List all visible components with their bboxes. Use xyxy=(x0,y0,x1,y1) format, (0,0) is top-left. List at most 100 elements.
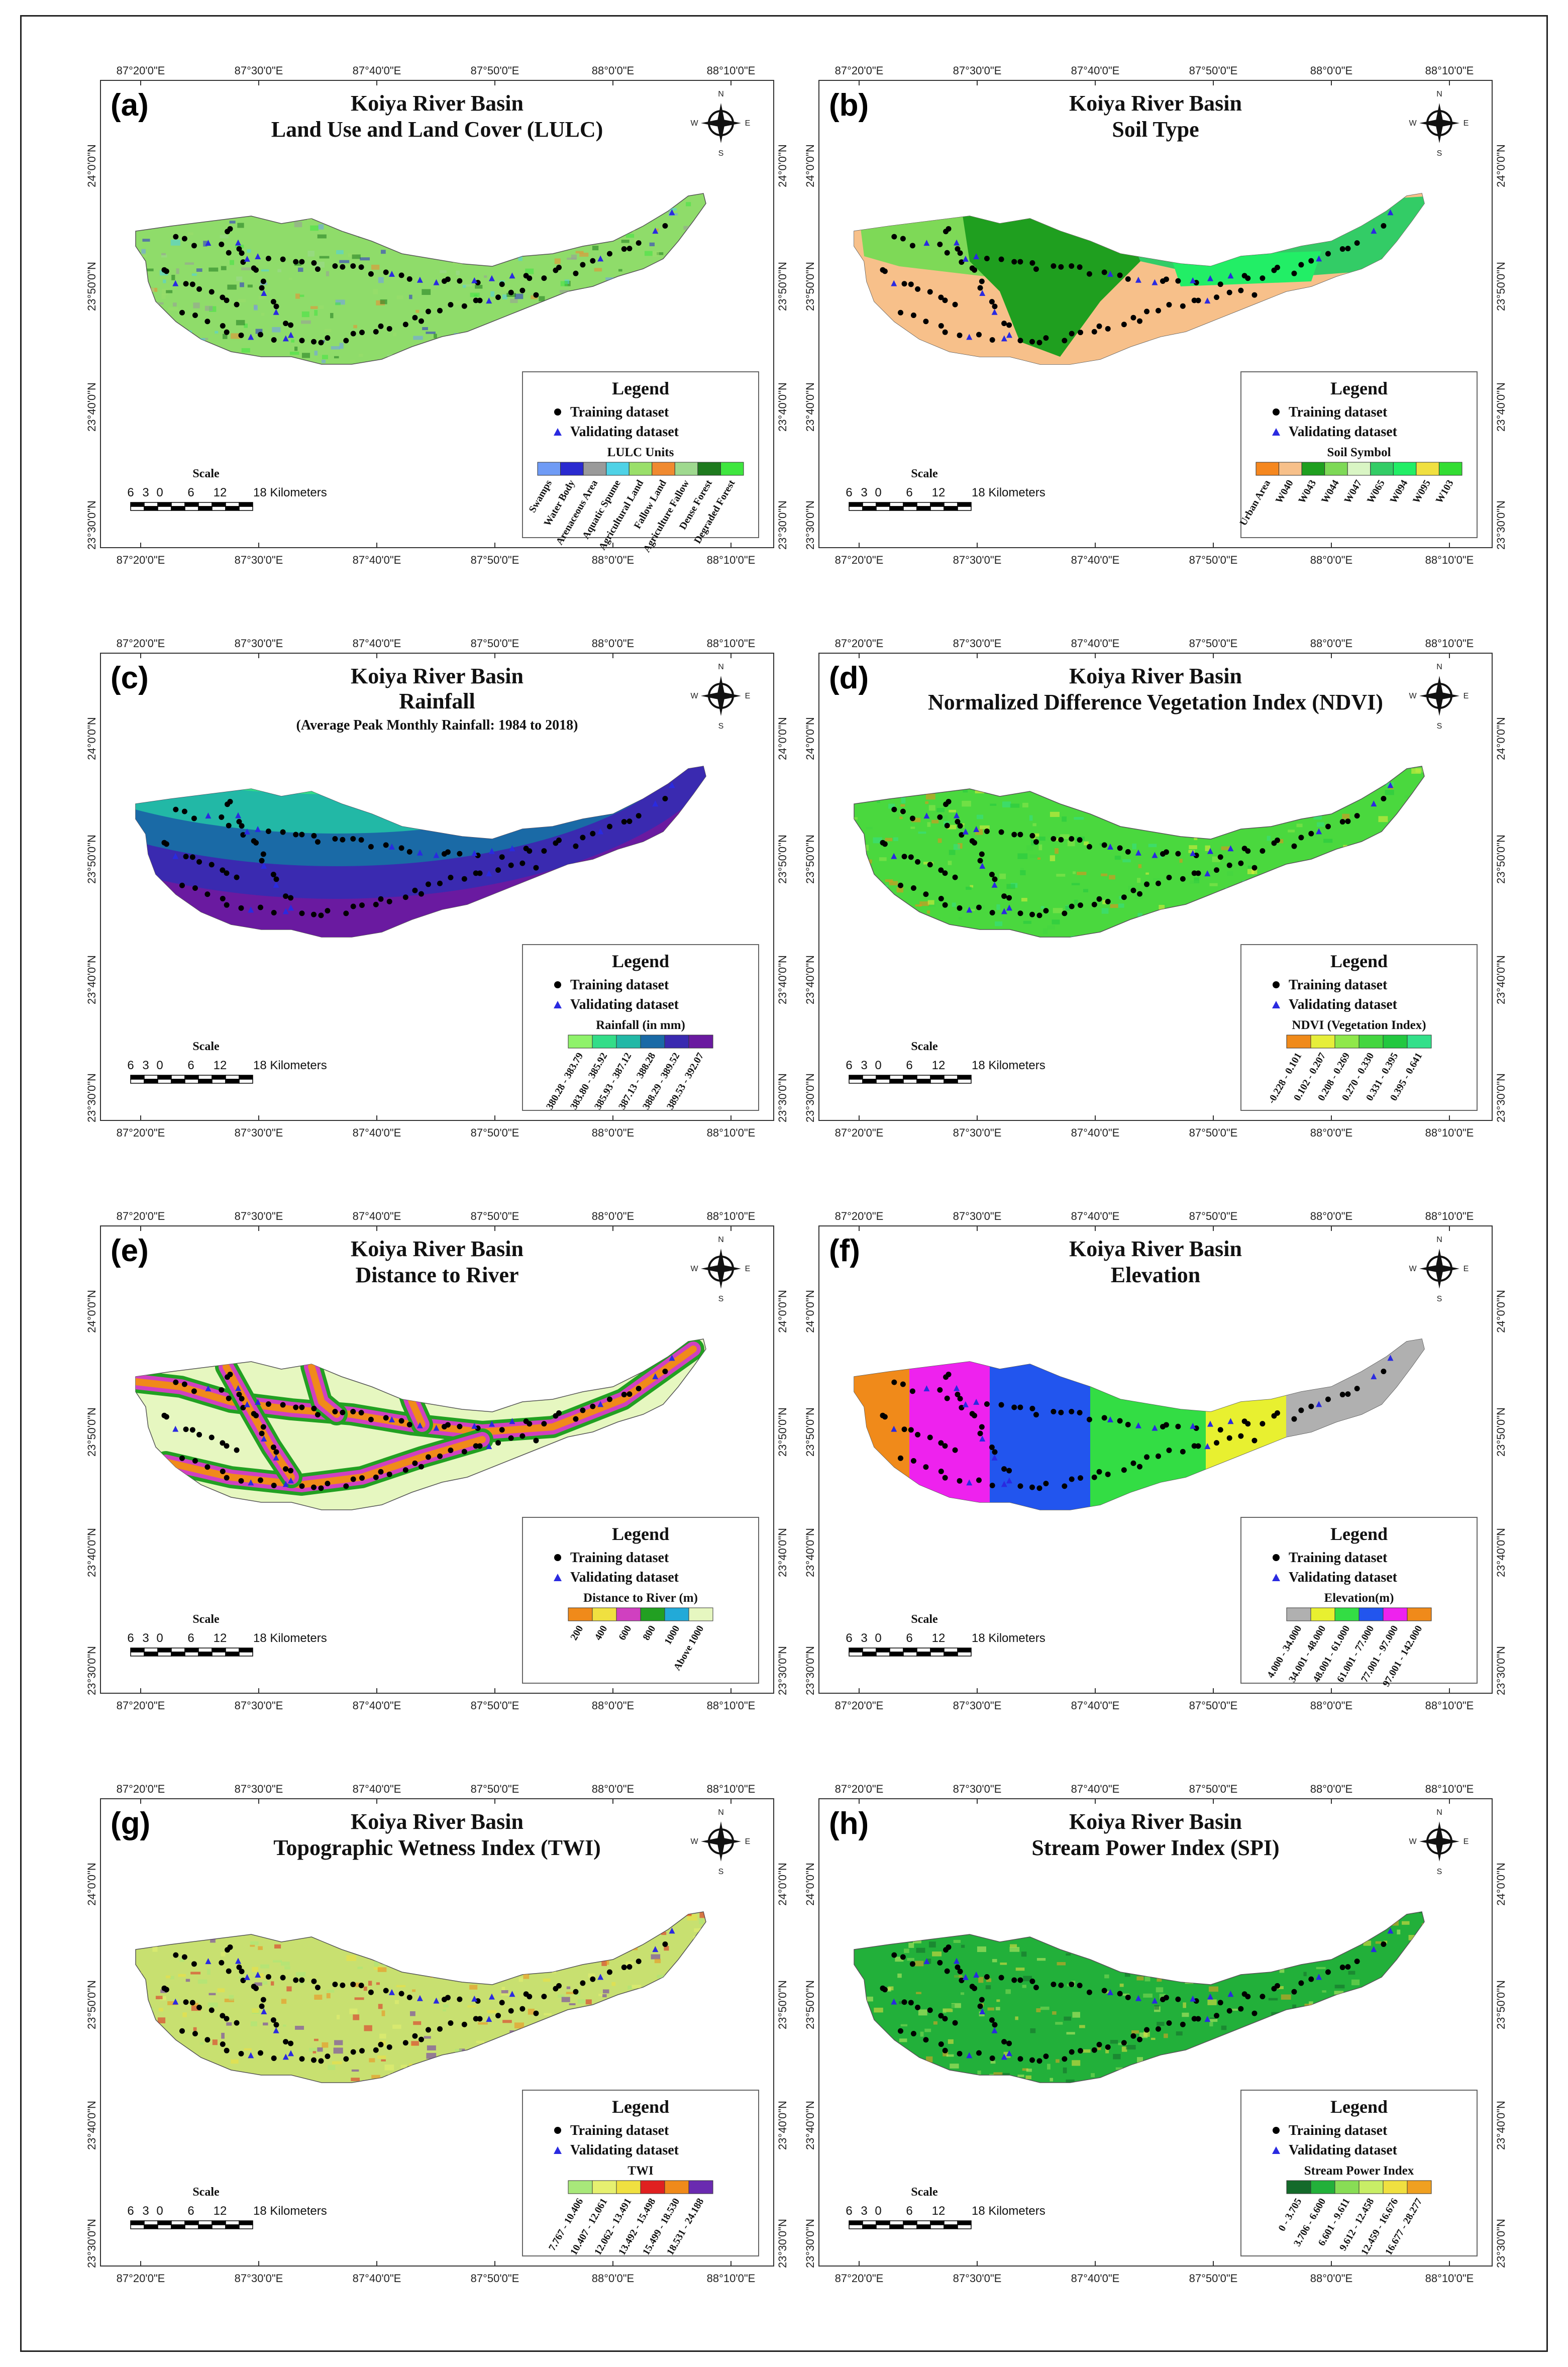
training-point xyxy=(1077,1475,1083,1481)
validating-point xyxy=(172,1998,179,2005)
training-point xyxy=(239,1969,245,1975)
legend-swatch xyxy=(1286,2180,1311,2194)
validating-point xyxy=(1190,277,1196,283)
training-point xyxy=(224,1443,230,1449)
training-point xyxy=(636,1959,642,1965)
right-latitude-label: 23°30'0"N xyxy=(1495,1646,1507,1695)
validating-point xyxy=(416,276,423,283)
training-point xyxy=(373,901,379,907)
left-latitude-label: 24°0'0"N xyxy=(804,1863,816,1906)
training-point xyxy=(1029,1484,1035,1490)
training-point xyxy=(1062,2056,1068,2062)
bottom-longitude-label: 87°50'0"E xyxy=(471,1699,519,1712)
validating-point xyxy=(1135,849,1141,856)
training-point xyxy=(972,267,978,273)
right-latitude-label: 24°0'0"N xyxy=(1495,144,1507,187)
training-point xyxy=(942,2016,948,2022)
map-title: Koiya River Basin xyxy=(1069,91,1242,116)
training-point xyxy=(299,2056,305,2062)
north-arrow-icon xyxy=(1419,1821,1459,1862)
right-latitude-label: 23°30'0"N xyxy=(1495,2219,1507,2268)
training-point xyxy=(220,1469,226,1475)
training-point xyxy=(253,1985,259,1991)
training-point xyxy=(1214,867,1220,873)
training-point xyxy=(1017,910,1023,916)
legend-class-title: Distance to River (m) xyxy=(583,1591,698,1605)
training-point xyxy=(1077,264,1083,270)
training-symbol xyxy=(554,981,561,988)
right-latitude-label: 23°40'0"N xyxy=(1495,2101,1507,2150)
training-point xyxy=(901,1999,907,2005)
training-point xyxy=(977,858,983,864)
compass-east: E xyxy=(745,1837,751,1846)
left-latitude-label: 24°0'0"N xyxy=(85,1863,98,1906)
sample-points xyxy=(161,1355,675,1491)
compass-east: E xyxy=(745,119,751,128)
validating-point xyxy=(1227,1991,1234,1997)
training-point xyxy=(938,867,944,873)
compass-north: N xyxy=(1436,1236,1442,1244)
validating-point xyxy=(287,332,294,338)
legend: Legend Training dataset Validating dataset… xyxy=(522,371,759,554)
training-point xyxy=(957,332,963,338)
training-point xyxy=(163,841,169,847)
training-point xyxy=(923,1464,929,1470)
training-point xyxy=(533,2010,539,2016)
scale-tick-label: 6 xyxy=(187,1631,194,1645)
training-point xyxy=(1345,1964,1351,1970)
legend-swatch xyxy=(1286,1035,1311,1049)
validating-point xyxy=(1190,850,1196,856)
training-point xyxy=(937,814,943,820)
training-point xyxy=(220,867,226,873)
legend-swatch xyxy=(1370,462,1394,476)
bottom-longitude-label: 87°40'0"E xyxy=(353,2272,401,2285)
training-point xyxy=(952,301,958,307)
training-point xyxy=(1033,266,1039,272)
legend: Legend Training dataset Validating dataset… xyxy=(1240,944,1478,1111)
training-point xyxy=(1298,835,1304,841)
training-point xyxy=(882,1414,888,1420)
validating-point xyxy=(954,1958,960,1964)
validating-point xyxy=(471,1995,478,2002)
scale-tick-label: 3 xyxy=(861,1631,867,1645)
training-point xyxy=(1029,260,1035,266)
left-latitude-label: 23°50'0"N xyxy=(85,1407,98,1457)
training-point xyxy=(475,852,481,858)
legend-title: Legend xyxy=(1330,378,1388,398)
validating-point xyxy=(1135,276,1141,283)
training-point xyxy=(340,1409,346,1415)
left-latitude-label: 24°0'0"N xyxy=(804,144,816,187)
training-point xyxy=(1156,1453,1162,1459)
training-point xyxy=(473,1443,479,1449)
left-latitude-label: 23°50'0"N xyxy=(85,262,98,311)
right-latitude-label: 24°0'0"N xyxy=(776,144,789,187)
training-point xyxy=(1069,836,1075,842)
top-longitude-label: 87°50'0"E xyxy=(1189,637,1238,650)
legend-swatch xyxy=(560,462,584,476)
training-point xyxy=(1144,881,1150,887)
training-point xyxy=(189,2000,195,2006)
training-point xyxy=(1217,854,1223,860)
training-point xyxy=(1011,1977,1017,1983)
training-point xyxy=(1091,901,1097,907)
training-point xyxy=(938,294,944,300)
top-longitude-label: 87°50'0"E xyxy=(471,64,519,77)
training-point xyxy=(196,1431,202,1437)
legend-swatch xyxy=(697,462,721,476)
training-point xyxy=(1006,322,1012,328)
training-point xyxy=(1069,263,1075,269)
legend: Legend Training dataset Validating dataset… xyxy=(522,1517,759,1684)
bottom-longitude-label: 87°30'0"E xyxy=(953,1699,1002,1712)
validating-point xyxy=(1316,1974,1322,1980)
training-point xyxy=(299,1483,305,1489)
compass-south: S xyxy=(1437,1868,1442,1876)
training-point xyxy=(299,832,305,838)
scale-tick-label: 6 xyxy=(906,1059,912,1072)
training-point xyxy=(1193,1425,1199,1431)
legend-title: Legend xyxy=(612,2097,669,2117)
training-point xyxy=(989,1482,995,1488)
training-point xyxy=(1274,264,1280,270)
training-point xyxy=(1051,1981,1057,1987)
training-point xyxy=(908,854,914,860)
